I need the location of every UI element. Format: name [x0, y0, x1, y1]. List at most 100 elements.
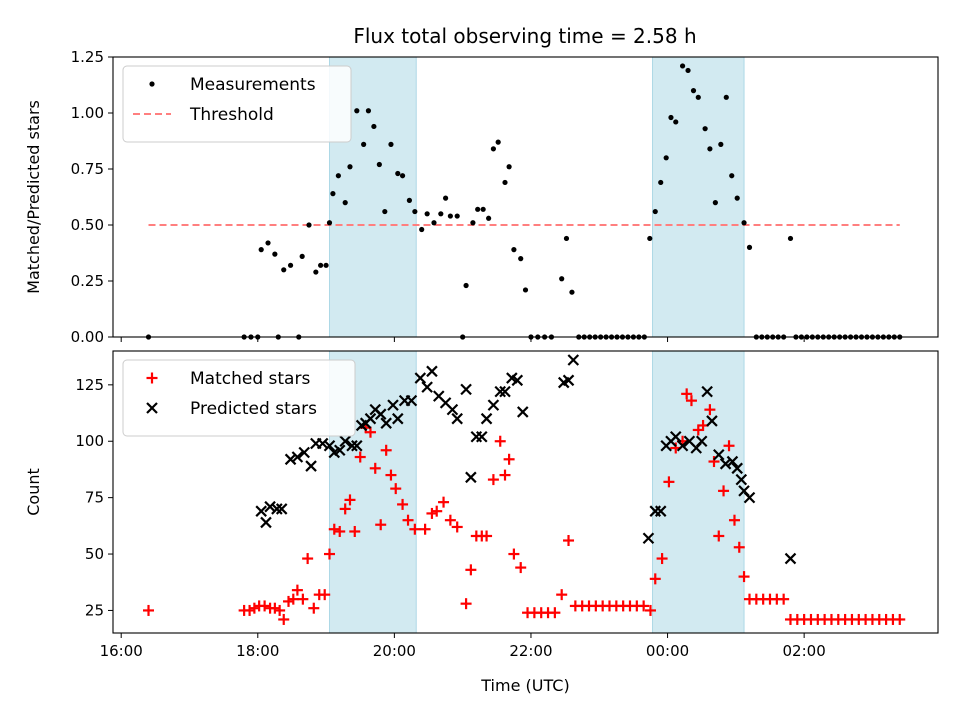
bottom-series-1	[255, 354, 797, 565]
bottom-point	[438, 496, 450, 508]
top-point	[690, 88, 697, 94]
bottom-point	[644, 604, 656, 616]
top-point	[518, 256, 524, 262]
x-stroke	[426, 365, 438, 378]
bottom-point	[499, 385, 511, 398]
x-stroke	[506, 372, 518, 384]
top-point	[470, 220, 476, 226]
top-point	[347, 164, 353, 170]
bottom-point	[431, 505, 443, 517]
x-stroke	[516, 406, 529, 418]
bottom-y-tick-label: 100	[75, 432, 104, 450]
bottom-point	[291, 584, 303, 596]
x-stroke	[460, 383, 472, 396]
bottom-point	[656, 553, 668, 565]
bottom-point	[275, 503, 288, 515]
bottom-point	[663, 476, 675, 488]
bottom-point	[297, 593, 309, 605]
bottom-point	[649, 573, 661, 585]
x-stroke	[465, 471, 477, 484]
figure-title: Flux total observing time = 2.58 h	[353, 24, 696, 48]
bottom-point	[511, 374, 524, 387]
top-point	[419, 226, 425, 233]
top-point	[712, 200, 718, 206]
bottom-point	[414, 372, 427, 384]
x-stroke	[146, 402, 158, 414]
bottom-point	[298, 446, 311, 459]
x-stroke	[567, 354, 580, 366]
top-point	[702, 126, 708, 132]
bottom-point	[733, 541, 745, 553]
top-point	[330, 191, 336, 197]
bottom-point	[446, 403, 459, 416]
top-point	[652, 208, 658, 215]
top-point	[679, 63, 686, 69]
bottom-point	[460, 598, 472, 610]
bottom-point	[274, 604, 286, 616]
bottom-point	[723, 440, 735, 452]
bottom-point	[328, 523, 340, 535]
x-stroke	[421, 381, 433, 393]
bottom-point	[549, 607, 561, 619]
top-point	[746, 244, 753, 250]
top-point	[361, 141, 367, 147]
bottom-point	[346, 439, 358, 452]
bottom-point	[743, 491, 756, 504]
top-point	[281, 267, 287, 273]
x-stroke	[255, 505, 267, 517]
bottom-point	[701, 385, 713, 398]
top-y-tick-label: 0.75	[71, 160, 104, 178]
x-stroke	[351, 439, 363, 452]
top-point	[272, 251, 278, 257]
x-stroke	[298, 446, 311, 459]
x-stroke	[432, 390, 445, 402]
top-point	[685, 67, 691, 74]
bottom-series-0	[143, 388, 906, 625]
legend-marker-swatch	[146, 372, 158, 384]
bottom-point	[556, 589, 568, 601]
bottom-point	[380, 444, 392, 456]
top-point	[406, 197, 412, 203]
x-stroke	[346, 439, 358, 452]
legend-entry-label: Predicted stars	[190, 399, 317, 419]
x-stroke	[499, 385, 511, 398]
bottom-point	[713, 530, 725, 542]
bottom-point	[284, 453, 297, 466]
bottom-point	[291, 451, 304, 463]
top-point	[707, 146, 713, 152]
bottom-point	[323, 439, 336, 452]
x-stroke	[712, 448, 725, 461]
bottom-point	[476, 430, 488, 443]
top-point	[729, 173, 735, 179]
bottom-point	[718, 485, 730, 497]
bottom-point	[421, 381, 433, 393]
top-y-tick-label: 0.00	[71, 328, 104, 346]
top-point	[734, 195, 740, 201]
bottom-point	[308, 602, 320, 614]
bottom-point	[259, 600, 271, 612]
bottom-point	[778, 593, 790, 605]
bottom-point	[738, 571, 750, 583]
top-point	[438, 211, 444, 217]
bottom-point	[642, 532, 655, 545]
bottom-point	[369, 462, 381, 474]
x-stroke	[264, 500, 276, 513]
bottom-point	[480, 412, 493, 425]
bottom-point	[302, 553, 314, 565]
x-stroke	[364, 412, 377, 425]
bottom-point	[676, 439, 689, 452]
x-stroke	[654, 505, 667, 517]
top-point	[647, 235, 653, 242]
bottom-point	[669, 430, 682, 443]
top-point	[695, 94, 701, 100]
bottom-point	[451, 521, 463, 533]
x-stroke	[480, 412, 493, 425]
top-point	[673, 119, 679, 125]
top-point	[326, 220, 333, 226]
bottom-point	[260, 516, 272, 529]
bottom-axes-frame	[112, 350, 939, 634]
bottom-point	[706, 415, 718, 427]
bottom-point	[460, 383, 472, 396]
bottom-point	[894, 613, 906, 625]
bottom-point	[364, 412, 377, 425]
